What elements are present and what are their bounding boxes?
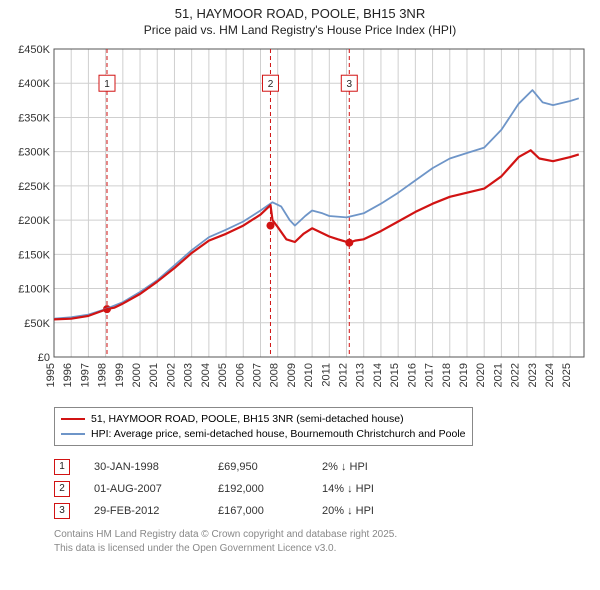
svg-text:£400K: £400K (18, 78, 50, 90)
line-chart-svg: £0 £50K £100K £150K £200K £250K £300K £350K £400… (8, 41, 592, 401)
chart-plot: £0 £50K £100K £150K £200K £250K £300K £350K £400… (8, 41, 592, 401)
svg-text:2001: 2001 (148, 363, 160, 387)
svg-text:1998: 1998 (97, 363, 109, 387)
svg-text:2015: 2015 (389, 363, 401, 387)
svg-text:3: 3 (347, 79, 353, 90)
svg-text:2000: 2000 (131, 363, 143, 387)
legend-row: 51, HAYMOOR ROAD, POOLE, BH15 3NR (semi-… (61, 412, 466, 427)
svg-text:2002: 2002 (165, 363, 177, 387)
svg-text:1999: 1999 (114, 363, 126, 387)
svg-text:2017: 2017 (424, 363, 436, 387)
svg-text:2009: 2009 (286, 363, 298, 387)
svg-text:2011: 2011 (320, 363, 332, 387)
legend-label: HPI: Average price, semi-detached house,… (91, 427, 466, 442)
marker-delta: 2% ↓ HPI (322, 461, 442, 473)
svg-text:2019: 2019 (458, 363, 470, 387)
svg-text:2012: 2012 (338, 363, 350, 387)
marker-row: 1 30-JAN-1998 £69,950 2% ↓ HPI (54, 456, 592, 478)
svg-text:£250K: £250K (18, 181, 50, 193)
svg-text:1: 1 (104, 79, 110, 90)
svg-text:2021: 2021 (492, 363, 504, 387)
svg-text:£0: £0 (38, 352, 50, 364)
svg-text:1997: 1997 (79, 363, 91, 387)
svg-text:2022: 2022 (510, 363, 522, 387)
svg-text:2013: 2013 (355, 363, 367, 387)
legend-label: 51, HAYMOOR ROAD, POOLE, BH15 3NR (semi-… (91, 412, 404, 427)
legend: 51, HAYMOOR ROAD, POOLE, BH15 3NR (semi-… (54, 407, 473, 446)
svg-text:£50K: £50K (24, 318, 50, 330)
marker-delta: 14% ↓ HPI (322, 483, 442, 495)
svg-text:£300K: £300K (18, 147, 50, 159)
svg-text:£150K: £150K (18, 249, 50, 261)
svg-text:2007: 2007 (251, 363, 263, 387)
legend-swatch (61, 418, 85, 420)
marker-id-box: 3 (54, 503, 70, 519)
legend-row: HPI: Average price, semi-detached house,… (61, 427, 466, 442)
svg-text:2014: 2014 (372, 363, 384, 387)
chart-title-line1: 51, HAYMOOR ROAD, POOLE, BH15 3NR (8, 6, 592, 23)
svg-text:2004: 2004 (200, 363, 212, 387)
svg-text:£200K: £200K (18, 215, 50, 227)
legend-swatch (61, 433, 85, 435)
svg-text:2023: 2023 (527, 363, 539, 387)
marker-date: 30-JAN-1998 (94, 461, 194, 473)
svg-text:2006: 2006 (234, 363, 246, 387)
marker-row: 2 01-AUG-2007 £192,000 14% ↓ HPI (54, 478, 592, 500)
svg-text:2025: 2025 (561, 363, 573, 387)
marker-date: 01-AUG-2007 (94, 483, 194, 495)
svg-text:2020: 2020 (475, 363, 487, 387)
marker-table: 1 30-JAN-1998 £69,950 2% ↓ HPI 2 01-AUG-2007 £… (54, 456, 592, 522)
marker-id-box: 1 (54, 459, 70, 475)
svg-text:2010: 2010 (303, 363, 315, 387)
marker-row: 3 29-FEB-2012 £167,000 20% ↓ HPI (54, 500, 592, 522)
svg-text:£100K: £100K (18, 283, 50, 295)
svg-text:2003: 2003 (183, 363, 195, 387)
chart-container: 51, HAYMOOR ROAD, POOLE, BH15 3NR Price … (0, 0, 600, 563)
license-text: Contains HM Land Registry data © Crown c… (54, 528, 592, 555)
svg-text:1996: 1996 (62, 363, 74, 387)
marker-price: £167,000 (218, 505, 298, 517)
license-line2: This data is licensed under the Open Gov… (54, 542, 592, 556)
marker-delta: 20% ↓ HPI (322, 505, 442, 517)
svg-text:£450K: £450K (18, 44, 50, 56)
svg-text:2005: 2005 (217, 363, 229, 387)
svg-text:2016: 2016 (406, 363, 418, 387)
marker-id-box: 2 (54, 481, 70, 497)
svg-text:£350K: £350K (18, 112, 50, 124)
marker-price: £69,950 (218, 461, 298, 473)
svg-text:2024: 2024 (544, 363, 556, 387)
svg-text:2: 2 (268, 79, 274, 90)
svg-text:1995: 1995 (45, 363, 57, 387)
chart-title-line2: Price paid vs. HM Land Registry's House … (8, 23, 592, 37)
marker-price: £192,000 (218, 483, 298, 495)
marker-date: 29-FEB-2012 (94, 505, 194, 517)
license-line1: Contains HM Land Registry data © Crown c… (54, 528, 592, 542)
svg-text:2008: 2008 (269, 363, 281, 387)
svg-text:2018: 2018 (441, 363, 453, 387)
